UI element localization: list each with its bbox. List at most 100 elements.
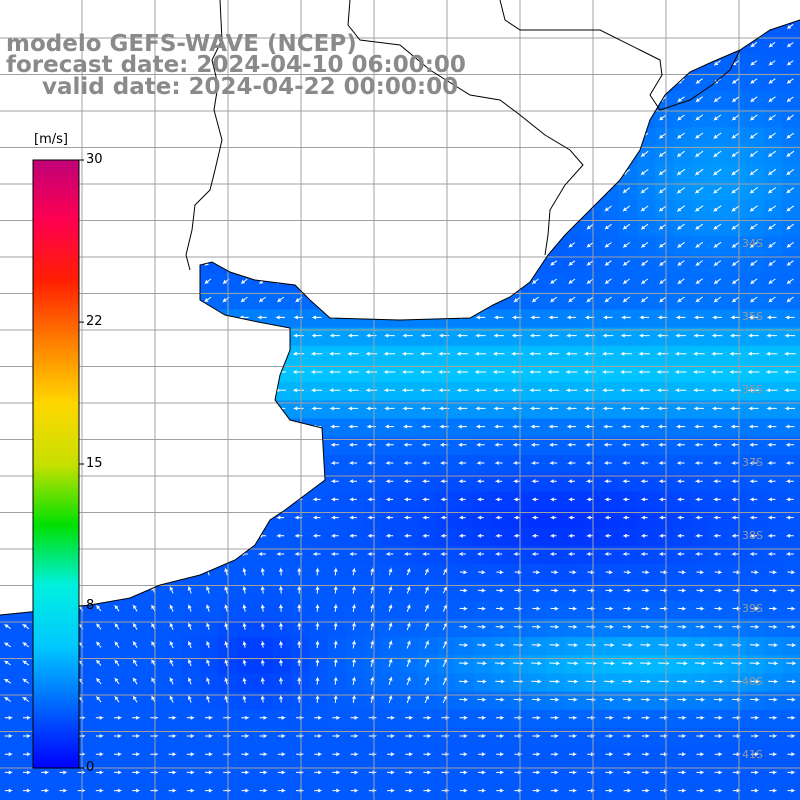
sea-cell xyxy=(236,491,256,511)
wind-arrow xyxy=(585,552,594,556)
wind-arrow xyxy=(475,424,486,429)
wind-arrow xyxy=(350,114,357,121)
sea-cell xyxy=(400,546,420,565)
sea-cell xyxy=(91,200,110,219)
sea-cell xyxy=(746,236,765,256)
sea-cell xyxy=(637,72,656,92)
sea-cell xyxy=(254,218,274,238)
sea-cell xyxy=(527,473,547,492)
wind-arrow xyxy=(332,770,341,775)
sea-cell xyxy=(746,382,765,401)
wind-arrow xyxy=(297,603,302,612)
wind-arrow xyxy=(331,278,339,285)
sea-cell xyxy=(546,309,565,329)
wind-arrow xyxy=(676,132,685,140)
sea-cell xyxy=(309,400,329,420)
sea-cell xyxy=(746,364,765,383)
sea-cell xyxy=(309,200,329,219)
sea-cell xyxy=(127,564,147,583)
wind-arrow xyxy=(570,6,575,10)
wind-arrow xyxy=(421,479,430,484)
sea-cell xyxy=(691,527,711,547)
sea-cell xyxy=(345,418,365,438)
wind-arrow xyxy=(331,169,339,176)
sea-cell xyxy=(582,382,602,401)
wind-arrow xyxy=(695,96,703,103)
wind-arrow xyxy=(714,606,723,611)
wind-arrow xyxy=(239,533,248,538)
wind-arrow xyxy=(21,515,30,520)
wind-arrow xyxy=(23,715,32,720)
sea-cell xyxy=(327,327,347,347)
sea-cell xyxy=(163,691,183,711)
wind-arrow xyxy=(695,241,704,249)
sea-cell xyxy=(491,527,511,547)
sea-cell xyxy=(546,182,565,201)
sea-cell xyxy=(673,54,693,74)
sea-cell xyxy=(127,236,147,256)
sea-cell xyxy=(691,91,711,110)
wind-arrow xyxy=(513,242,521,248)
wind-arrow xyxy=(787,570,796,575)
sea-cell xyxy=(637,491,656,511)
wind-arrow xyxy=(21,479,30,484)
wind-arrow xyxy=(5,6,10,10)
sea-cell xyxy=(546,0,565,19)
sea-cell xyxy=(163,637,183,656)
sea-cell xyxy=(436,655,456,674)
sea-cell xyxy=(691,655,711,674)
sea-cell xyxy=(327,473,347,492)
wind-arrow xyxy=(20,424,31,429)
wind-arrow xyxy=(604,223,612,230)
sea-cell xyxy=(728,127,747,147)
sea-cell xyxy=(764,145,784,165)
wind-arrow xyxy=(95,224,102,230)
sea-cell xyxy=(163,200,183,219)
sea-cell xyxy=(364,182,383,201)
sea-cell xyxy=(673,546,693,565)
wind-arrow xyxy=(568,624,578,629)
sea-cell xyxy=(345,473,365,492)
wind-arrow xyxy=(768,260,776,267)
sea-cell xyxy=(55,0,74,19)
sea-cell xyxy=(618,91,638,110)
sea-cell xyxy=(418,364,438,383)
wind-arrow xyxy=(330,552,339,556)
wind-arrow xyxy=(314,734,323,738)
wind-arrow xyxy=(640,114,649,121)
sea-cell xyxy=(127,127,147,147)
sea-cell xyxy=(491,36,511,56)
wind-arrow xyxy=(620,406,632,411)
wind-arrow xyxy=(494,661,506,666)
wind-arrow xyxy=(458,533,466,538)
wind-arrow xyxy=(202,442,212,447)
wind-arrow xyxy=(768,606,778,611)
sea-cell xyxy=(127,345,147,365)
sea-cell xyxy=(364,527,383,547)
sea-cell xyxy=(692,0,711,19)
sea-cell xyxy=(473,327,492,347)
sea-cell xyxy=(491,509,511,529)
sea-cell xyxy=(273,236,292,256)
wind-arrow xyxy=(531,497,539,502)
wind-arrow xyxy=(531,151,539,158)
wind-arrow xyxy=(729,388,741,393)
wind-arrow xyxy=(370,694,375,704)
wind-arrow xyxy=(22,278,30,285)
wind-arrow xyxy=(752,6,757,10)
wind-arrow xyxy=(129,406,140,411)
sea-cell xyxy=(345,200,365,219)
wind-arrow xyxy=(185,296,194,303)
wind-arrow xyxy=(424,639,429,649)
sea-cell xyxy=(728,327,747,347)
wind-arrow xyxy=(297,585,302,594)
wind-arrow xyxy=(547,370,560,374)
wind-arrow xyxy=(221,479,230,484)
sea-cell xyxy=(455,509,474,529)
sea-cell xyxy=(618,254,638,274)
sea-cell xyxy=(473,163,492,183)
sea-cell xyxy=(273,618,292,638)
wind-arrow xyxy=(384,315,395,320)
sea-cell xyxy=(564,91,583,110)
sea-cell xyxy=(18,109,37,128)
